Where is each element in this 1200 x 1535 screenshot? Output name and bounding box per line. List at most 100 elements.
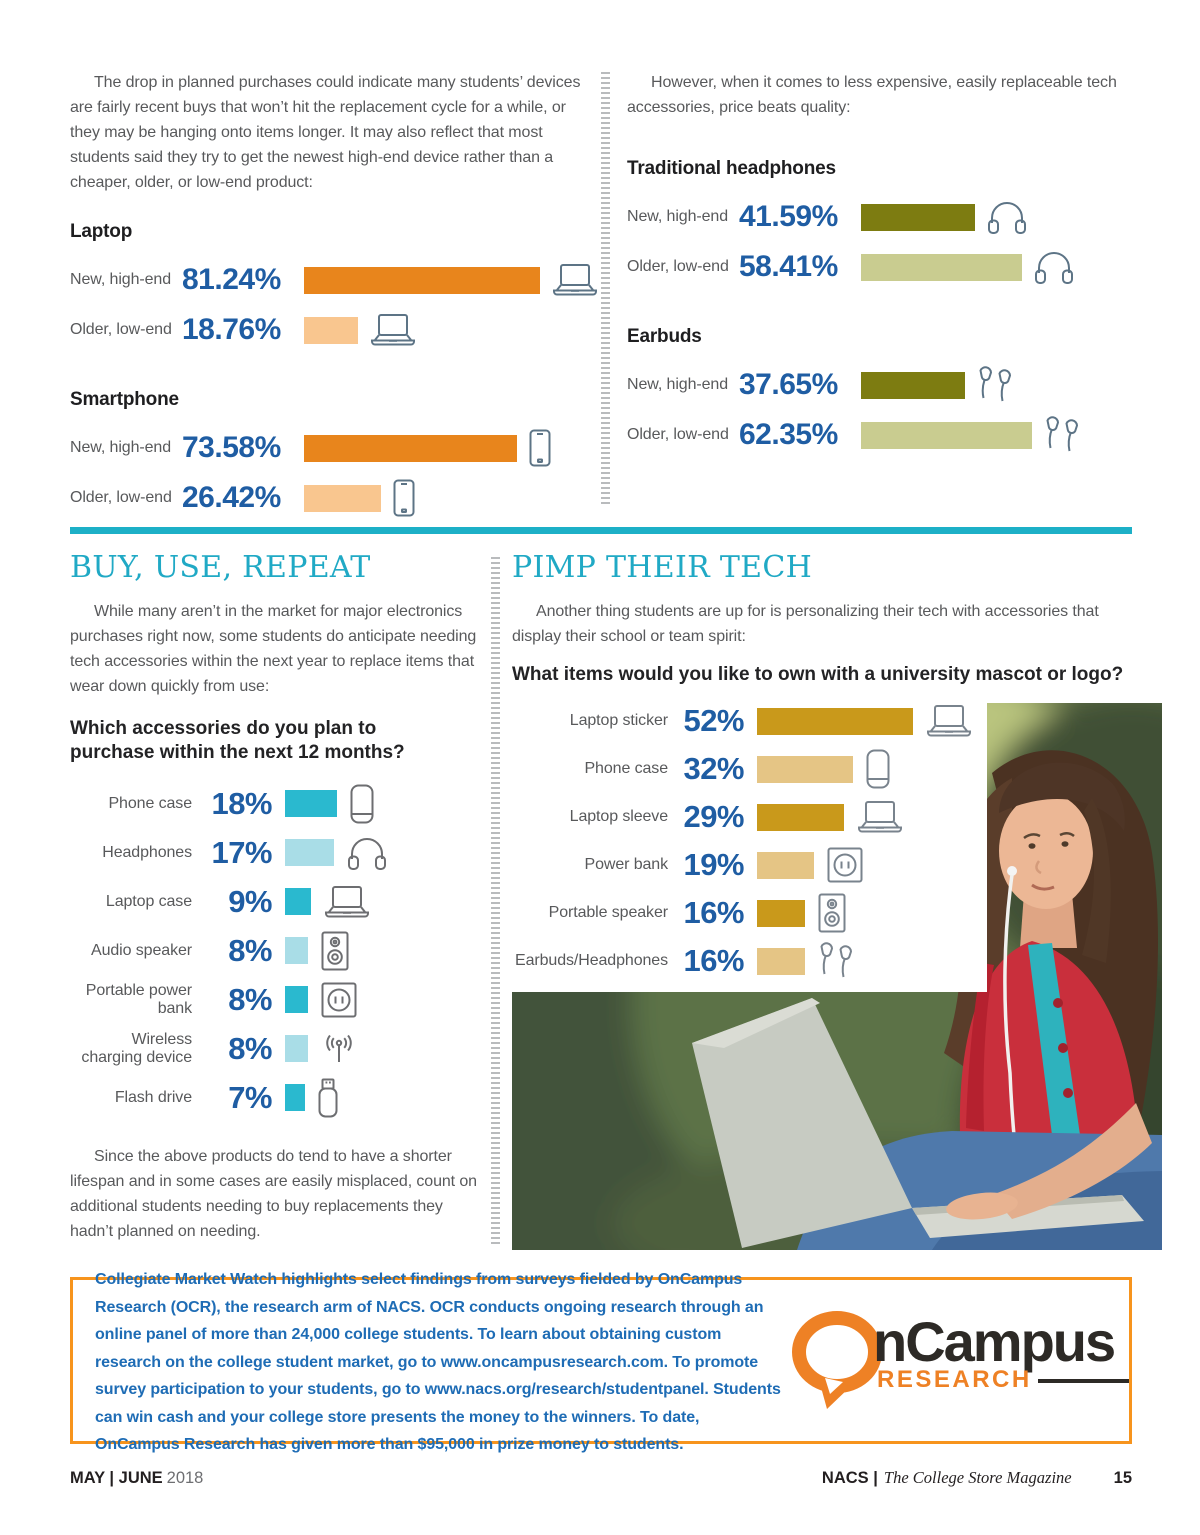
traditional-headphones-chart: Traditional headphones New, high-end 41.5… <box>627 158 1133 292</box>
laptop-icon <box>552 263 598 297</box>
bar <box>304 266 540 294</box>
bar-row: Earbuds/Headphones 16% <box>512 937 987 985</box>
bar <box>757 947 805 975</box>
headphones-icon <box>987 199 1027 235</box>
bar-category-label: Older, low-end <box>70 321 172 338</box>
flash-drive-icon <box>318 1078 338 1118</box>
bar-value-label: 37.65% <box>739 368 838 401</box>
bar-row: Laptop sticker 52% <box>512 697 987 745</box>
phone-case-icon <box>350 784 374 824</box>
bar-value-label: 8% <box>228 932 272 968</box>
buy-use-repeat-section: BUY, USE, REPEAT While many aren’t in th… <box>70 550 484 1258</box>
intro-paragraph: However, when it comes to less expensive… <box>627 74 1117 116</box>
teal-section-divider <box>70 527 1132 534</box>
bar-category-label: Older, low-end <box>70 489 172 506</box>
bar-category-label: Laptop sticker <box>569 712 668 729</box>
speech-bubble-o-icon <box>792 1310 882 1409</box>
laptop-chart-rows: New, high-end 81.24% Older, low-end 18.76% <box>70 255 597 355</box>
bar-value-label: 41.59% <box>739 200 838 233</box>
bar-value-label: 58.41% <box>739 250 838 283</box>
bar-category-label: Flash drive <box>114 1088 192 1106</box>
info-box-text: Collegiate Market Watch highlights selec… <box>95 1271 781 1454</box>
bar-value-label: 16% <box>683 895 744 930</box>
earbuds-icon <box>818 940 858 982</box>
section-intro: While many aren’t in the market for majo… <box>70 603 477 695</box>
bar <box>861 421 1032 449</box>
bar-category-label: New, high-end <box>70 439 171 456</box>
footer-brand: NACS | The College Store Magazine 15 <box>822 1468 1132 1488</box>
bar-row: Wireless charging device 8% <box>70 1024 484 1073</box>
bar <box>285 1084 305 1111</box>
smartphone-chart-rows: New, high-end 73.58% Older, low-end 26.42% <box>70 423 586 523</box>
bar-row: Flash drive 7% <box>70 1073 484 1122</box>
footer-issue: MAY | JUNE 2018 <box>70 1469 203 1488</box>
smartphone-icon <box>393 479 415 517</box>
bar <box>861 203 975 231</box>
bar <box>285 1035 308 1062</box>
smartphone-chart: Smartphone New, high-end 73.58% Older, low… <box>70 389 586 523</box>
bar-value-label: 9% <box>228 883 272 919</box>
bar-value-label: 29% <box>683 799 744 834</box>
headphones-chart-rows: New, high-end 41.59% Older, low-end 58.41% <box>627 192 1133 292</box>
logo-main-text: nCampus <box>873 1309 1116 1373</box>
mascot-chart-panel: Laptop sticker 52% Phone case 32% Laptop sle… <box>510 690 987 992</box>
bar-value-label: 18.76% <box>182 313 281 346</box>
bar-category-label: New, high-end <box>627 208 728 225</box>
bar-category-label: Portable power bank <box>85 981 192 1017</box>
bar-category-label: New, high-end <box>70 271 171 288</box>
chart-question: What items would you like to own with a … <box>512 664 1124 685</box>
bar-category-label: Older, low-end <box>627 426 729 443</box>
bar-row: Phone case 18% <box>70 779 484 828</box>
bar-value-label: 62.35% <box>739 418 838 451</box>
earbuds-icon <box>977 364 1017 406</box>
bar-category-label: Wireless charging device <box>81 1030 192 1066</box>
bar <box>285 937 308 964</box>
pimp-their-tech-section: PIMP THEIR TECH Another thing students a… <box>510 550 1162 1260</box>
bar-value-label: 73.58% <box>182 431 281 464</box>
bar <box>304 434 517 462</box>
bar-category-label: Laptop sleeve <box>569 808 668 825</box>
bar-row: Older, low-end 26.42% <box>70 473 586 523</box>
smartphone-icon <box>529 429 551 467</box>
bar-row: New, high-end 73.58% <box>70 423 586 473</box>
audio-speaker-icon <box>818 893 846 933</box>
bar-row: Audio speaker 8% <box>70 926 484 975</box>
power-outlet-icon <box>827 847 863 883</box>
bar-row: New, high-end 81.24% <box>70 255 597 305</box>
bar-row: Older, low-end 62.35% <box>627 410 1133 460</box>
logo-sub-text: RESEARCH <box>877 1365 1032 1393</box>
bar-value-label: 8% <box>228 981 272 1017</box>
headphones-icon <box>1034 249 1074 285</box>
bar-category-label: Power bank <box>584 856 669 873</box>
bar-value-label: 16% <box>683 943 744 978</box>
bar-row: New, high-end 41.59% <box>627 192 1133 242</box>
bar-category-label: Laptop case <box>105 892 192 910</box>
section-outro: Since the above products do tend to have… <box>70 1148 477 1240</box>
laptop-chart: Laptop New, high-end 81.24% Older, low-end… <box>70 221 597 355</box>
laptop-icon <box>370 313 416 347</box>
bar-row: Laptop sleeve 29% <box>512 793 987 841</box>
top-left-column: The drop in planned purchases could indi… <box>70 70 597 545</box>
bar-row: Older, low-end 18.76% <box>70 305 586 355</box>
bar-value-label: 7% <box>228 1079 272 1115</box>
bar-value-label: 17% <box>211 834 272 870</box>
bar-value-label: 32% <box>683 751 744 786</box>
bar-value-label: 8% <box>228 1030 272 1066</box>
bar-category-label: New, high-end <box>627 376 728 393</box>
bar-category-label: Portable speaker <box>548 904 668 921</box>
page-footer: MAY | JUNE 2018 NACS | The College Store M… <box>70 1468 1132 1488</box>
bar-row: Phone case 32% <box>512 745 987 793</box>
footer-magazine-name: The College Store Magazine <box>883 1468 1072 1487</box>
earbuds-chart: Earbuds New, high-end 37.65% Older, low-en… <box>627 326 1133 460</box>
oncampus-research-logo: nCampus RESEARCH <box>785 1306 1129 1416</box>
bar <box>304 316 358 344</box>
audio-speaker-icon <box>321 931 349 971</box>
chart-title: Traditional headphones <box>627 158 836 179</box>
bar <box>757 755 853 783</box>
section-title: PIMP THEIR TECH <box>512 550 813 585</box>
chart-question: Which accessories do you plan to purchas… <box>70 718 405 763</box>
bar-category-label: Earbuds/Headphones <box>515 952 668 969</box>
logo-rule <box>1037 1378 1129 1383</box>
bar <box>285 888 311 915</box>
